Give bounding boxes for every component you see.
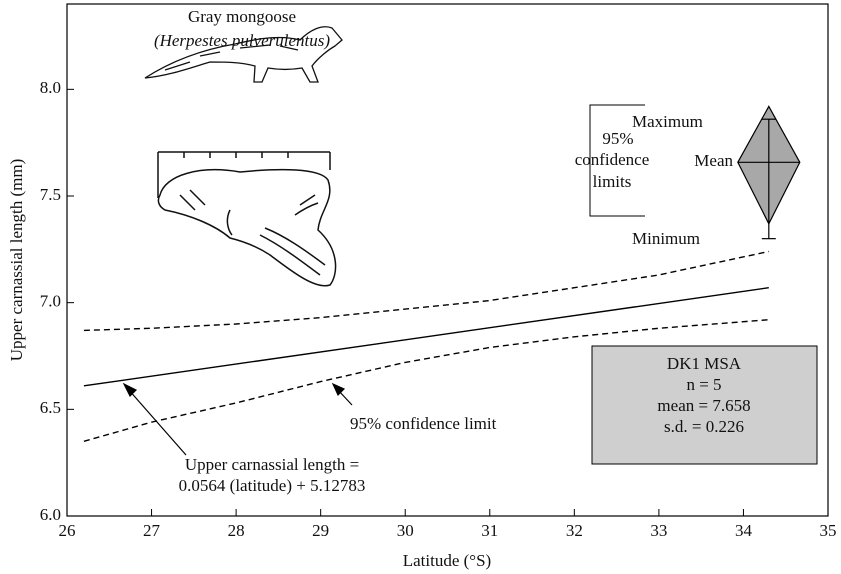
x-tick-label: 28 xyxy=(228,521,245,540)
x-tick-label: 30 xyxy=(397,521,414,540)
x-tick-label: 32 xyxy=(566,521,583,540)
x-tick-label: 26 xyxy=(59,521,76,540)
stats-text: n = 5 xyxy=(686,375,721,394)
key-label: 95% xyxy=(602,129,633,148)
species-latin: (Herpestes pulverulentus) xyxy=(154,31,330,50)
x-tick-label: 33 xyxy=(650,521,667,540)
stats-text: s.d. = 0.226 xyxy=(664,417,744,436)
series-line xyxy=(84,251,769,330)
x-axis-label: Latitude (°S) xyxy=(403,551,491,570)
tooth-drawing xyxy=(158,152,336,286)
x-tick-label: 27 xyxy=(143,521,161,540)
annotation-arrows xyxy=(124,384,352,455)
regression-label: Upper carnassial length = xyxy=(185,455,359,474)
x-tick-label: 31 xyxy=(481,521,498,540)
stats-text: DK1 MSA xyxy=(667,354,742,373)
y-tick-label: 7.5 xyxy=(40,185,61,204)
stats-text: mean = 7.658 xyxy=(657,396,750,415)
confidence-label: 95% confidence limit xyxy=(350,414,497,433)
x-tick-label: 29 xyxy=(312,521,329,540)
y-axis-label: Upper carnassial length (mm) xyxy=(7,159,26,362)
key-label: Mean xyxy=(694,151,733,170)
chart: Latitude (°S) Upper carnassial length (m… xyxy=(0,0,841,574)
species-common: Gray mongoose xyxy=(188,7,296,26)
x-tick-label: 34 xyxy=(735,521,753,540)
y-tick-label: 6.5 xyxy=(40,398,61,417)
key-label: Maximum xyxy=(632,112,703,131)
regression-label: 0.0564 (latitude) + 5.12783 xyxy=(179,476,366,495)
x-tick-label: 35 xyxy=(820,521,837,540)
y-tick-label: 6.0 xyxy=(40,505,61,524)
key-label: Minimum xyxy=(632,229,700,248)
y-tick-label: 7.0 xyxy=(40,292,61,311)
y-tick-label: 8.0 xyxy=(40,78,61,97)
key-label: limits xyxy=(593,172,632,191)
key-label: confidence xyxy=(575,150,650,169)
